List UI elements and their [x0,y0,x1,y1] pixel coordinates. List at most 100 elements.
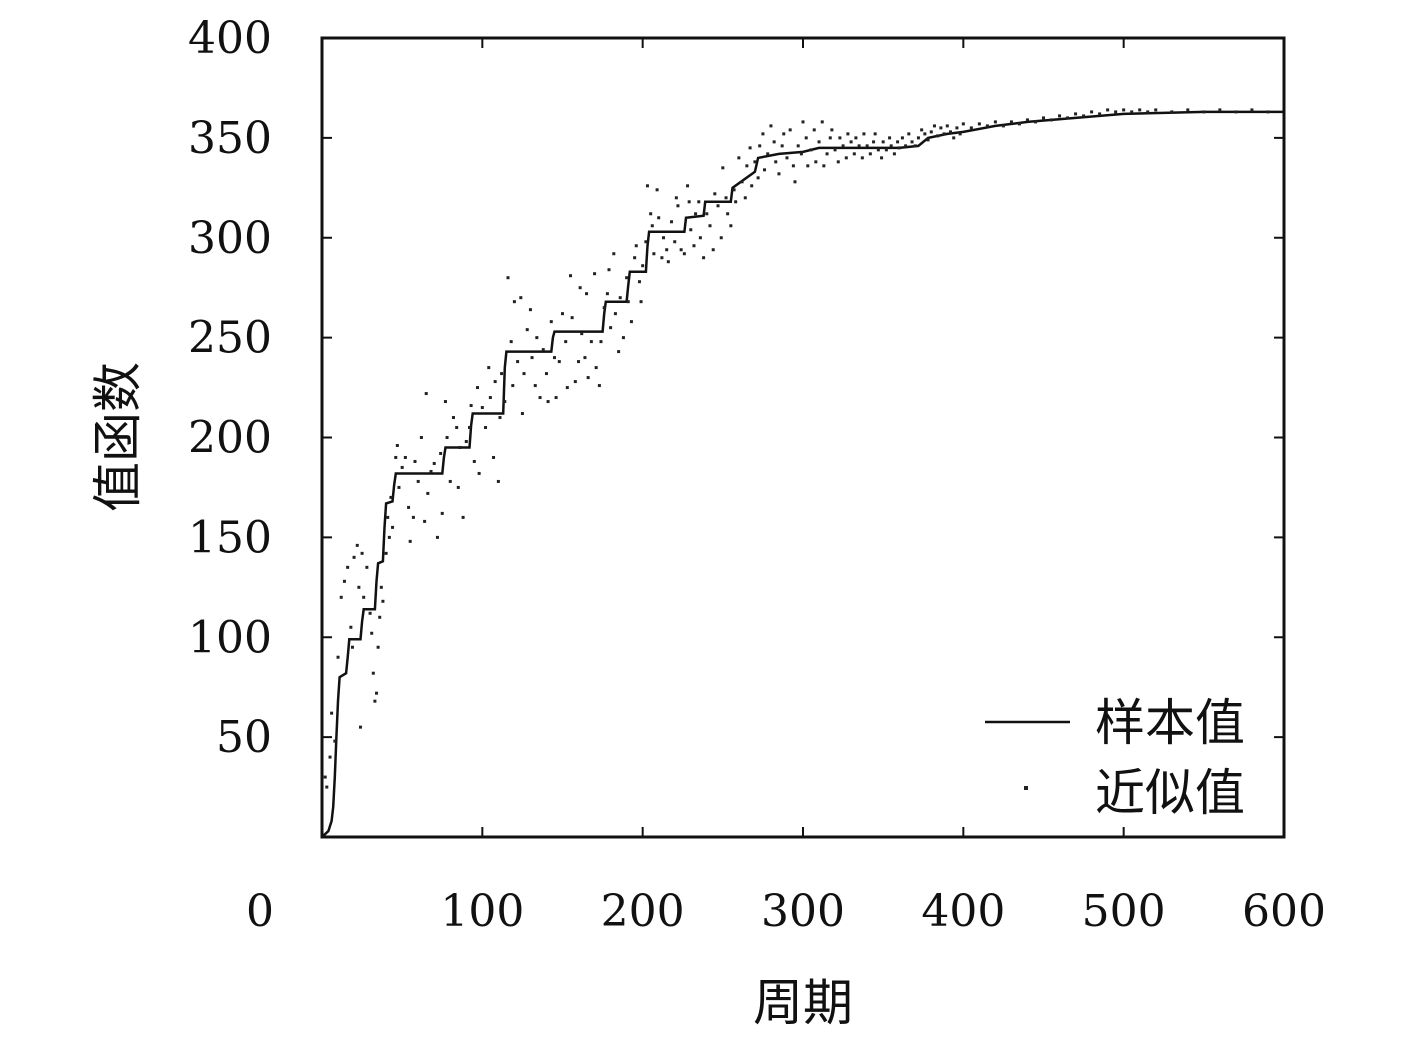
scatter-point-approx [758,144,762,148]
scatter-point-approx [500,372,504,376]
scatter-point-approx [323,775,327,779]
scatter-point-approx [652,252,656,256]
scatter-point-approx [625,276,629,280]
y-tick-label: 100 [188,612,272,663]
scatter-point-approx [358,725,362,729]
scatter-point-approx [429,469,433,473]
scatter-point-approx [391,525,395,529]
scatter-point-approx [328,755,332,759]
scatter-point-approx [665,248,669,252]
scatter-point-approx [719,236,723,240]
scatter-point-approx [644,240,648,244]
scatter-point-approx [530,356,534,360]
scatter-point-approx [645,184,649,188]
scatter-point-approx [854,136,858,140]
scatter-point-approx [546,400,550,404]
y-tick-label: 350 [188,113,272,164]
scatter-point-approx [825,152,829,156]
scatter-point-approx [352,555,356,559]
scatter-point-approx [753,160,757,164]
scatter-point-approx [868,152,872,156]
scatter-point-approx [336,655,340,659]
scatter-point-approx [519,296,523,300]
scatter-point-approx [554,396,558,400]
scatter-point-approx [617,350,621,354]
scatter-point-approx [1098,112,1102,116]
scatter-point-approx [394,455,398,459]
scatter-point-approx [756,176,760,180]
scatter-point-approx [330,711,334,715]
scatter-point-approx [535,336,539,340]
scatter-point-approx [325,785,329,789]
scatter-point-approx [880,156,884,160]
scatter-point-approx [1170,110,1174,114]
scatter-point-approx [993,120,997,124]
scatter-point-approx [952,136,956,140]
scatter-point-approx [384,551,388,555]
scatter-point-approx [557,360,561,364]
scatter-point-approx [464,439,468,443]
scatter-point-approx [692,244,696,248]
x-tick-label: 100 [440,886,524,937]
scatter-point-approx [1017,122,1021,126]
scatter-point-approx [419,436,423,439]
scatter-point-approx [1234,110,1238,114]
scatter-point-approx [841,144,845,148]
scatter-point-approx [896,140,900,144]
scatter-point-approx [910,140,914,144]
scatter-point-approx [1058,114,1062,118]
scatter-point-approx [612,252,616,256]
scatter-point-approx [476,386,480,390]
scatter-point-approx [679,248,683,252]
scatter-point-approx [743,196,747,200]
scatter-point-approx [580,332,584,336]
x-tick-label: 500 [1082,886,1166,937]
scatter-point-approx [544,372,548,376]
scatter-point-approx [702,256,706,260]
scatter-point-approx [865,144,869,148]
scatter-point-approx [355,543,359,547]
x-tick-label: 200 [601,886,685,937]
scatter-point-approx [780,144,784,148]
scatter-point-approx [716,204,720,208]
scatter-point-approx [920,128,924,132]
scatter-point-approx [511,384,515,388]
scatter-point-approx [561,312,564,316]
scatter-point-approx [822,164,826,168]
scatter-point-approx [732,188,736,192]
scatter-point-approx [889,144,893,148]
scatter-point-approx [900,136,904,140]
scatter-point-approx [705,212,709,216]
scatter-point-approx [955,126,959,130]
scatter-point-approx [804,136,808,140]
scatter-point-approx [577,360,581,364]
scatter-point-approx [926,138,930,142]
scatter-point-approx [1042,116,1045,120]
scatter-point-approx [375,691,379,695]
scatter-point-approx [846,132,850,136]
scatter-point-approx [881,140,885,144]
scatter-point-approx [936,134,940,138]
scatter-point-approx [400,465,404,469]
y-tick-label: 250 [188,313,272,364]
scatter-point-approx [1218,108,1222,112]
scatter-point-approx [549,320,553,324]
scatter-point-approx [1266,110,1270,114]
scatter-point-approx [533,384,537,388]
scatter-point-approx [907,132,911,136]
scatter-point-approx [525,328,529,332]
scatter-point-approx [1001,124,1005,128]
scatter-point-approx [413,459,417,463]
scatter-point-approx [1122,108,1126,112]
scatter-point-approx [448,479,452,483]
scatter-point-approx [849,140,853,144]
scatter-point-approx [626,300,630,304]
scatter-point-approx [480,406,484,410]
legend-label-sample: 样本值 [1095,694,1245,752]
scatter-point-approx [439,451,443,455]
scatter-point-approx [939,126,943,130]
scatter-point-approx [613,312,617,316]
scatter-point-approx [650,224,654,228]
scatter-point-approx [949,130,953,134]
